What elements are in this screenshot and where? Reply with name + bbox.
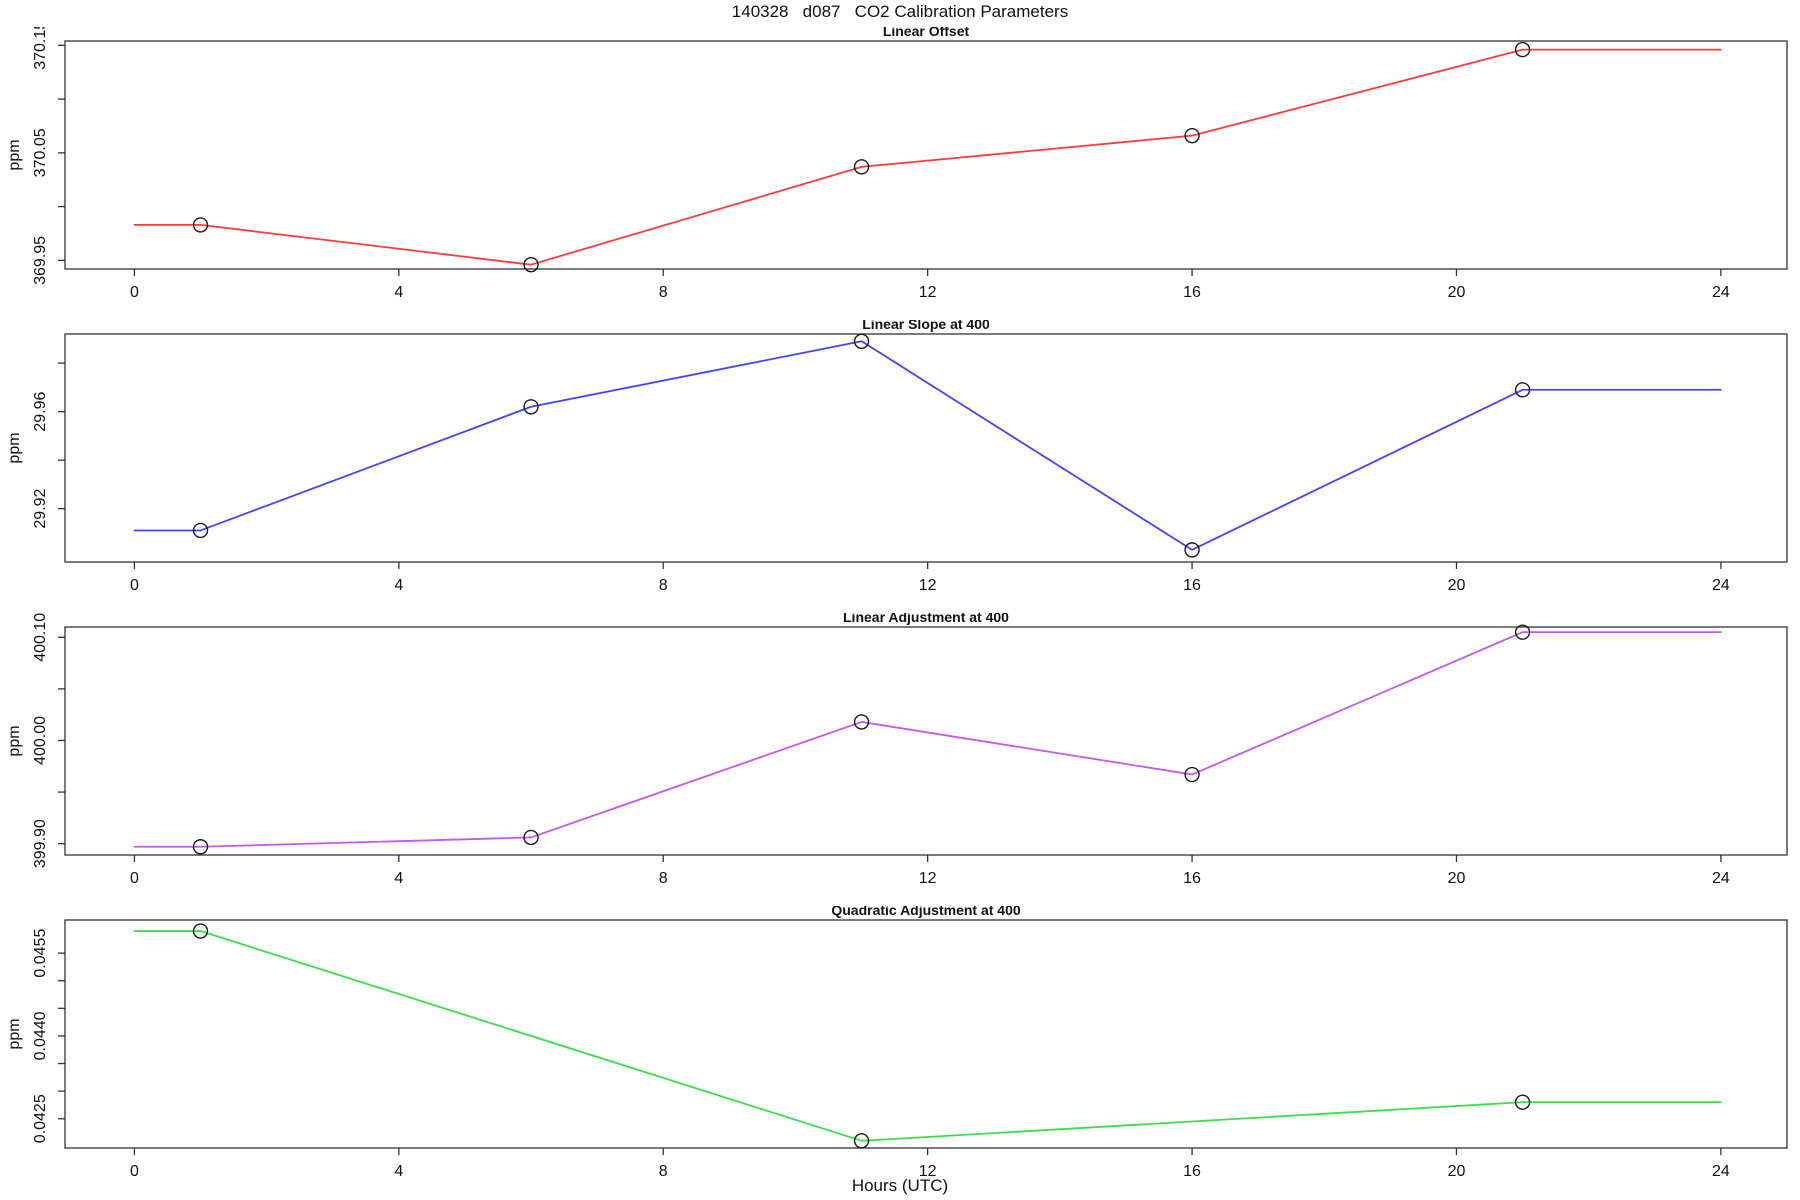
- y-tick-label: 399.90: [32, 819, 49, 868]
- x-tick-label: 24: [1712, 284, 1730, 301]
- x-tick-label: 0: [130, 870, 139, 887]
- x-tick-label: 24: [1712, 577, 1730, 594]
- data-point-marker: [523, 829, 539, 846]
- data-point-marker: [1514, 382, 1531, 398]
- y-tick-label: 370.05: [32, 128, 49, 177]
- data-point-marker: [192, 217, 209, 233]
- data-point-marker: [1184, 766, 1200, 783]
- y-tick-label: 0.0440: [32, 1011, 49, 1060]
- chart-svg: Linear Slope at 400 0 4 8 12 16 20 24 29.92 29.96…: [6, 320, 1788, 594]
- data-point-marker: [523, 399, 539, 415]
- panel-stack: Linear Offset 0 4 8 12 16 20 24 369.95 370.05 370.…: [0, 27, 1800, 1199]
- data-point-marker: [192, 923, 209, 939]
- x-tick-label: 20: [1448, 870, 1466, 887]
- x-tick-label: 4: [394, 1163, 403, 1180]
- x-tick-label: 16: [1183, 870, 1201, 887]
- data-point-marker: [853, 333, 870, 349]
- data-point-marker: [192, 839, 209, 855]
- x-tick-label: 12: [919, 870, 937, 887]
- x-tick-label: 8: [659, 1163, 668, 1180]
- x-tick-label: 24: [1712, 1163, 1730, 1180]
- y-tick-label: 29.96: [32, 391, 49, 431]
- y-tick-label: 0.0425: [32, 1094, 49, 1143]
- y-axis-title: ppm: [6, 139, 23, 170]
- panel-quadratic-adjustment: Quadratic Adjustment at 400 0 4 8 12 16 20 24 0.…: [0, 906, 1800, 1199]
- series-line: [133, 930, 1722, 1142]
- data-point-marker: [1184, 127, 1200, 144]
- data-point-marker: [523, 256, 539, 273]
- data-point-marker: [1514, 1094, 1531, 1110]
- panel-linear-offset: Linear Offset 0 4 8 12 16 20 24 369.95 370.05 370.…: [0, 27, 1800, 320]
- x-tick-label: 12: [919, 284, 937, 301]
- x-tick-label: 12: [919, 1163, 937, 1180]
- panel-title: Linear Slope at 400: [862, 320, 990, 332]
- plot-border: [64, 626, 1788, 856]
- x-tick-label: 8: [659, 284, 668, 301]
- x-axis-title: Hours (UTC): [851, 1176, 949, 1195]
- y-axis-title: ppm: [6, 725, 23, 756]
- x-tick-label: 24: [1712, 870, 1730, 887]
- y-tick-label: 29.92: [32, 489, 49, 529]
- x-tick-label: 0: [130, 284, 139, 301]
- data-point-marker: [853, 159, 870, 175]
- y-tick-label: 400.00: [32, 716, 49, 765]
- x-tick-label: 0: [130, 577, 139, 594]
- x-tick-label: 16: [1183, 284, 1201, 301]
- x-tick-label: 4: [394, 870, 403, 887]
- x-tick-label: 20: [1448, 577, 1466, 594]
- x-tick-label: 20: [1448, 1163, 1466, 1180]
- figure-title: 140328 d087 CO2 Calibration Parameters: [731, 2, 1069, 21]
- chart-svg: Quadratic Adjustment at 400 0 4 8 12 16 20 24 0.…: [6, 906, 1788, 1180]
- x-tick-label: 0: [130, 1163, 139, 1180]
- data-point-marker: [1514, 624, 1531, 640]
- panel-linear-adjustment: Linear Adjustment at 400 0 4 8 12 16 20 24 399.9…: [0, 613, 1800, 906]
- chart-svg: Linear Adjustment at 400 0 4 8 12 16 20 24 399.9…: [6, 613, 1788, 887]
- y-tick-label: 369.95: [32, 236, 49, 285]
- x-tick-label: 16: [1183, 577, 1201, 594]
- panel-title: Linear Adjustment at 400: [843, 613, 1009, 625]
- x-tick-label: 16: [1183, 1163, 1201, 1180]
- data-point-marker: [192, 522, 209, 539]
- y-tick-label: 0.0455: [32, 929, 49, 978]
- x-tick-label: 4: [394, 284, 403, 301]
- y-tick-label: 400.10: [32, 613, 49, 662]
- series-line: [133, 340, 1722, 551]
- chart-svg: Linear Offset 0 4 8 12 16 20 24 369.95 370.05 370.…: [6, 27, 1788, 301]
- y-axis-title: ppm: [6, 432, 23, 463]
- plot-border: [64, 40, 1788, 270]
- series-line: [133, 631, 1722, 848]
- panel-title: Linear Offset: [883, 27, 970, 39]
- data-point-marker: [853, 714, 870, 730]
- data-point-marker: [853, 1133, 870, 1149]
- x-tick-label: 20: [1448, 284, 1466, 301]
- panel-linear-slope: Linear Slope at 400 0 4 8 12 16 20 24 29.92 29.96…: [0, 320, 1800, 613]
- plot-border: [64, 333, 1788, 563]
- x-tick-label: 12: [919, 577, 937, 594]
- plot-border: [64, 919, 1788, 1149]
- series-line: [133, 48, 1722, 266]
- data-point-marker: [1514, 41, 1531, 58]
- y-tick-label: 370.15: [32, 27, 49, 70]
- y-axis-title: ppm: [6, 1018, 23, 1049]
- panel-title: Quadratic Adjustment at 400: [831, 906, 1021, 918]
- data-point-marker: [1184, 542, 1200, 558]
- x-tick-label: 8: [659, 577, 668, 594]
- x-tick-label: 8: [659, 870, 668, 887]
- x-tick-label: 4: [394, 577, 403, 594]
